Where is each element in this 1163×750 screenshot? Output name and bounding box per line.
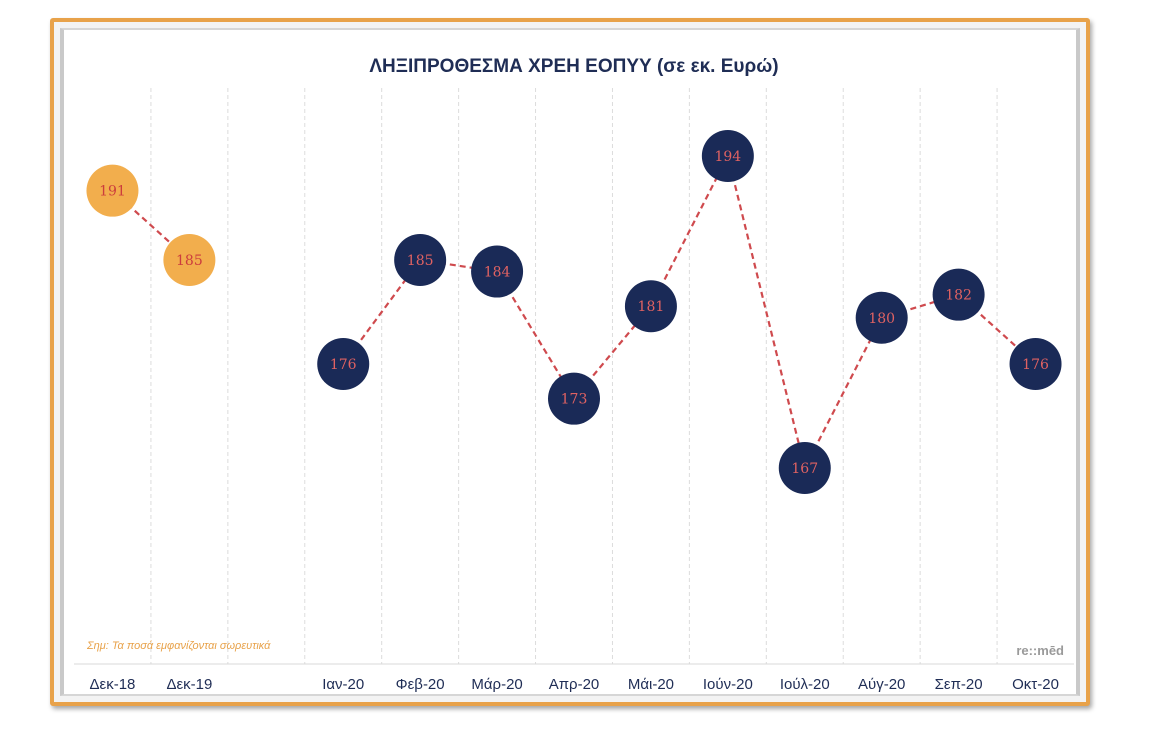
data-point (471, 245, 524, 298)
data-label: 167 (791, 461, 818, 477)
x-tick-label: Ιούλ-20 (780, 676, 830, 693)
data-label: 191 (99, 184, 126, 200)
data-point (1009, 338, 1062, 390)
data-label: 185 (176, 253, 203, 269)
data-point (932, 268, 985, 321)
x-axis-ticks: Δεκ-18 Δεκ-19 Ιαν-20 Φεβ-20 Μάρ-20 Απρ-20 Μάι-… (90, 676, 1059, 693)
chart-panel: ΛΗΞΙΠΡΟΘΕΣΜΑ ΧΡΕΗ ΕΟΠΥΥ (σε εκ. Ευρώ) 19… (60, 28, 1080, 696)
data-label: 184 (484, 265, 511, 281)
x-tick-label: Ιούν-20 (703, 676, 753, 693)
data-point (624, 280, 677, 333)
x-tick-label: Φεβ-20 (396, 676, 445, 693)
x-tick-label: Απρ-20 (549, 676, 600, 693)
x-tick-label: Αύγ-20 (858, 676, 905, 693)
gridlines (150, 88, 998, 664)
data-point (86, 164, 139, 217)
chart-frame: ΛΗΞΙΠΡΟΘΕΣΜΑ ΧΡΕΗ ΕΟΠΥΥ (σε εκ. Ευρώ) 19… (50, 18, 1090, 706)
x-tick-label: Δεκ-18 (90, 676, 136, 693)
x-tick-label: Οκτ-20 (1012, 676, 1059, 693)
x-tick-label: Μάι-20 (628, 676, 674, 693)
data-label: 181 (638, 299, 665, 315)
footnote: Σημ: Τα ποσά εμφανίζονται σωρευτικά (86, 640, 271, 652)
chart-title: ΛΗΞΙΠΡΟΘΕΣΜΑ ΧΡΕΗ ΕΟΠΥΥ (σε εκ. Ευρώ) (369, 56, 778, 77)
data-point (548, 372, 600, 425)
data-points: 191 185 176 185 184 173 181 194 167 180 182 176 (86, 130, 1062, 494)
remed-logo: re::mēd (1016, 643, 1064, 658)
connector-segment (957, 293, 1037, 365)
x-tick-label: Δεκ-19 (166, 676, 212, 693)
connector-segment (803, 317, 883, 469)
data-label: 180 (868, 311, 895, 327)
data-label: 173 (561, 392, 588, 408)
x-tick-label: Ιαν-20 (322, 676, 364, 693)
data-point (394, 234, 447, 286)
x-tick-label: Σεπ-20 (935, 676, 983, 693)
connector-segment (111, 189, 191, 261)
data-label: 176 (1022, 357, 1049, 373)
connector-segment (726, 155, 806, 469)
data-point (317, 338, 370, 390)
data-label: 185 (407, 253, 434, 269)
data-point (778, 442, 831, 494)
data-label: 182 (945, 288, 972, 304)
data-point (163, 234, 216, 286)
data-label: 194 (714, 149, 741, 165)
data-point (701, 130, 754, 182)
line-chart: ΛΗΞΙΠΡΟΘΕΣΜΑ ΧΡΕΗ ΕΟΠΥΥ (σε εκ. Ευρώ) 19… (74, 56, 1074, 693)
connector-segment (649, 155, 729, 307)
data-point (855, 291, 908, 344)
data-label: 176 (330, 357, 357, 373)
x-tick-label: Μάρ-20 (471, 676, 522, 693)
